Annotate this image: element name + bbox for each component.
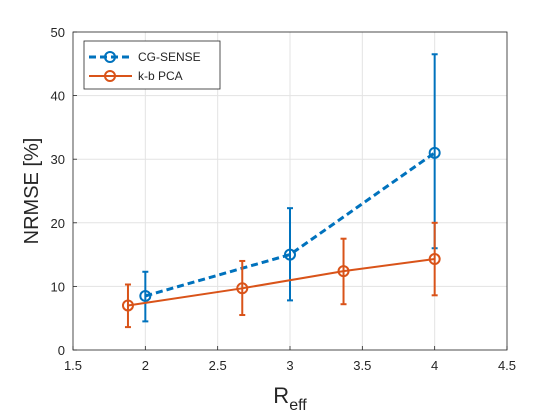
data-point-k-b-pca bbox=[121, 299, 134, 312]
legend-marker-kb-pca bbox=[104, 70, 116, 82]
data-point-cg-sense bbox=[139, 289, 152, 302]
x-tick-label: 2.5 bbox=[209, 358, 227, 373]
y-tick-label: 40 bbox=[51, 89, 65, 104]
y-tick-label: 0 bbox=[58, 343, 65, 358]
data-point-k-b-pca bbox=[428, 253, 441, 266]
x-tick-label: 1.5 bbox=[64, 358, 82, 373]
series-line-k-b-pca bbox=[127, 258, 435, 307]
legend-label-cg-sense: CG-SENSE bbox=[138, 50, 201, 64]
y-tick-label: 10 bbox=[51, 279, 65, 294]
y-tick-label: 30 bbox=[51, 152, 65, 167]
legend-label-kb-pca: k-b PCA bbox=[138, 69, 183, 83]
y-axis-label: NRMSE [%] bbox=[21, 138, 43, 245]
x-tick-label: 2 bbox=[142, 358, 149, 373]
y-tick-label: 50 bbox=[51, 25, 65, 40]
x-axis-label: Reff bbox=[273, 383, 307, 414]
legend-marker-cg-sense bbox=[104, 51, 116, 63]
data-point-cg-sense bbox=[428, 146, 441, 159]
x-tick-label: 3.5 bbox=[353, 358, 371, 373]
x-tick-label: 3 bbox=[286, 358, 293, 373]
x-tick-label: 4.5 bbox=[498, 358, 516, 373]
series-line-cg-sense bbox=[144, 151, 436, 298]
x-tick-label: 4 bbox=[431, 358, 438, 373]
data-point-k-b-pca bbox=[337, 265, 350, 278]
legend-entry-cg-sense: CG-SENSE bbox=[89, 50, 201, 64]
y-tick-label: 20 bbox=[51, 216, 65, 231]
data-point-cg-sense bbox=[284, 248, 296, 261]
legend-box bbox=[83, 40, 221, 90]
series-layer bbox=[121, 53, 441, 329]
legend: CG-SENSE k-b PCA bbox=[83, 40, 221, 90]
x-axis-label-main: R bbox=[273, 383, 289, 408]
ticks: 1.5 2 2.5 3 3.5 4 4.5 0 10 20 30 40 50 bbox=[51, 25, 517, 373]
data-point-k-b-pca bbox=[236, 282, 249, 295]
legend-entry-kb-pca: k-b PCA bbox=[89, 69, 183, 83]
x-axis-label-subscript: eff bbox=[289, 397, 307, 414]
